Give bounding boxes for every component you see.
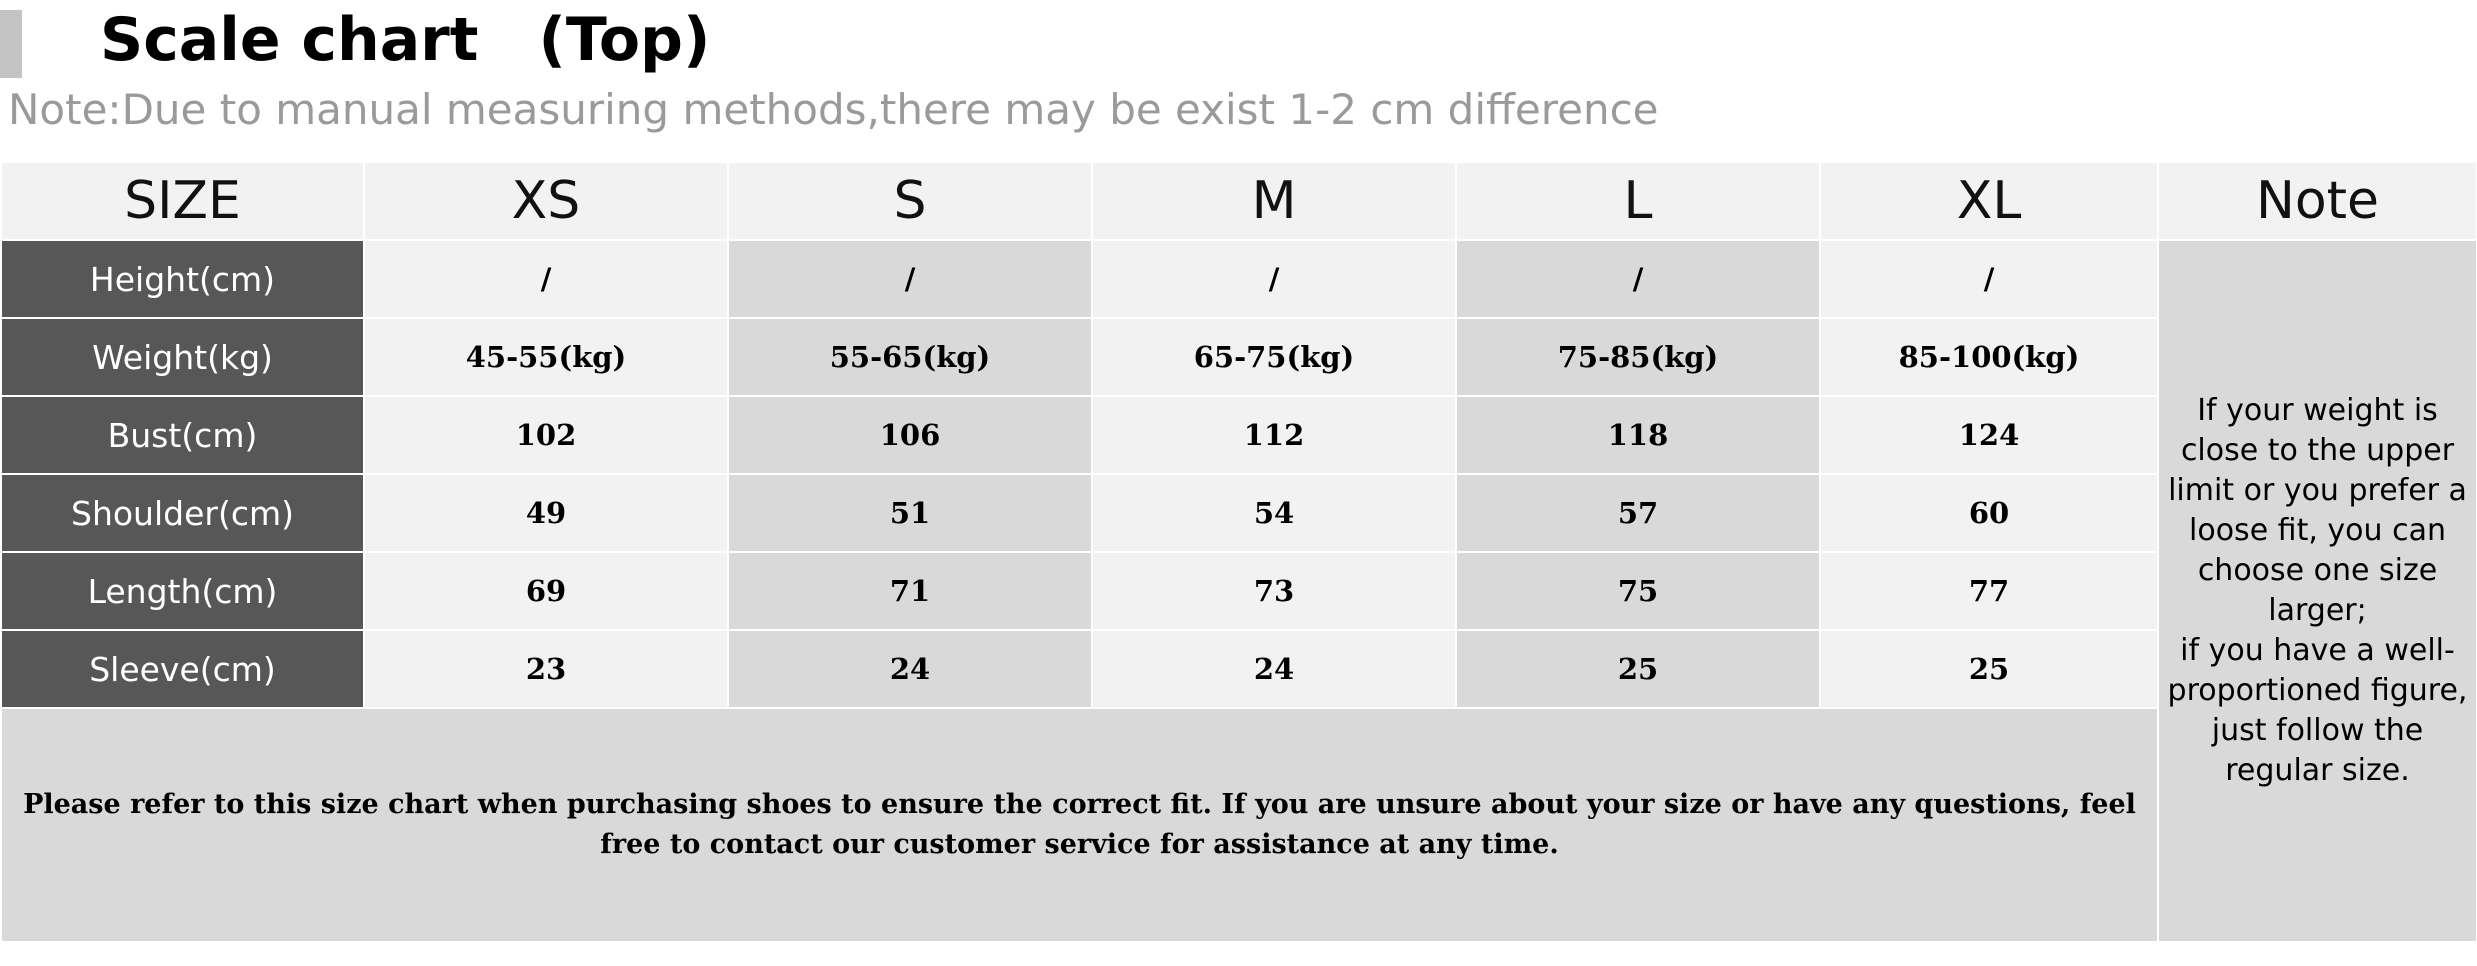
table-cell: 54 <box>1091 473 1457 553</box>
table-cell: 55-65(kg) <box>727 317 1093 397</box>
table-cell: / <box>1819 239 2159 319</box>
purchase-advice-footer: Please refer to this size chart when pur… <box>0 707 2159 943</box>
row-label-sleeve: Sleeve(cm) <box>0 629 365 709</box>
measurement-note: Note:Due to manual measuring methods,the… <box>8 85 1659 134</box>
table-cell: 49 <box>363 473 729 553</box>
row-label-length: Length(cm) <box>0 551 365 631</box>
size-header-xs: XS <box>363 161 729 241</box>
table-cell: 102 <box>363 395 729 475</box>
table-cell: 25 <box>1819 629 2159 709</box>
table-cell: 60 <box>1819 473 2159 553</box>
size-header-xl: XL <box>1819 161 2159 241</box>
size-table: SIZE XS S M L XL Note Height(cm) / / / /… <box>0 161 2477 943</box>
table-cell: / <box>1091 239 1457 319</box>
row-label-weight: Weight(kg) <box>0 317 365 397</box>
size-header-m: M <box>1091 161 1457 241</box>
table-cell: / <box>363 239 729 319</box>
table-cell: 57 <box>1455 473 1821 553</box>
table-cell: 118 <box>1455 395 1821 475</box>
row-label-height: Height(cm) <box>0 239 365 319</box>
note-header: Note <box>2157 161 2477 241</box>
table-row: Weight(kg) 45-55(kg) 55-65(kg) 65-75(kg)… <box>0 317 2477 397</box>
table-cell: 24 <box>727 629 1093 709</box>
table-cell: 112 <box>1091 395 1457 475</box>
table-cell: 65-75(kg) <box>1091 317 1457 397</box>
table-cell: / <box>727 239 1093 319</box>
table-cell: 75-85(kg) <box>1455 317 1821 397</box>
fit-advice-note: If your weight is close to the upper lim… <box>2157 239 2477 943</box>
table-cell: 106 <box>727 395 1093 475</box>
row-label-shoulder: Shoulder(cm) <box>0 473 365 553</box>
table-cell: 85-100(kg) <box>1819 317 2159 397</box>
table-cell: 71 <box>727 551 1093 631</box>
table-cell: 24 <box>1091 629 1457 709</box>
table-cell: 45-55(kg) <box>363 317 729 397</box>
table-cell: 124 <box>1819 395 2159 475</box>
size-header-l: L <box>1455 161 1821 241</box>
table-cell: / <box>1455 239 1821 319</box>
table-cell: 73 <box>1091 551 1457 631</box>
table-cell: 23 <box>363 629 729 709</box>
fit-advice-text: If your weight is close to the upper lim… <box>2167 393 2468 788</box>
footer-row: Please refer to this size chart when pur… <box>0 707 2477 943</box>
table-cell: 75 <box>1455 551 1821 631</box>
table-cell: 25 <box>1455 629 1821 709</box>
table-row: Shoulder(cm) 49 51 54 57 60 <box>0 473 2477 553</box>
header-row: SIZE XS S M L XL Note <box>0 161 2477 241</box>
table-cell: 69 <box>363 551 729 631</box>
table-row: Sleeve(cm) 23 24 24 25 25 <box>0 629 2477 709</box>
table-cell: 77 <box>1819 551 2159 631</box>
page-title: Scale chart (Top) <box>100 5 711 75</box>
table-row: Length(cm) 69 71 73 75 77 <box>0 551 2477 631</box>
size-header-s: S <box>727 161 1093 241</box>
table-row: Bust(cm) 102 106 112 118 124 <box>0 395 2477 475</box>
size-header: SIZE <box>0 161 365 241</box>
table-row: Height(cm) / / / / / If your weight is c… <box>0 239 2477 943</box>
title-accent-bar <box>0 10 22 78</box>
table-cell: 51 <box>727 473 1093 553</box>
row-label-bust: Bust(cm) <box>0 395 365 475</box>
